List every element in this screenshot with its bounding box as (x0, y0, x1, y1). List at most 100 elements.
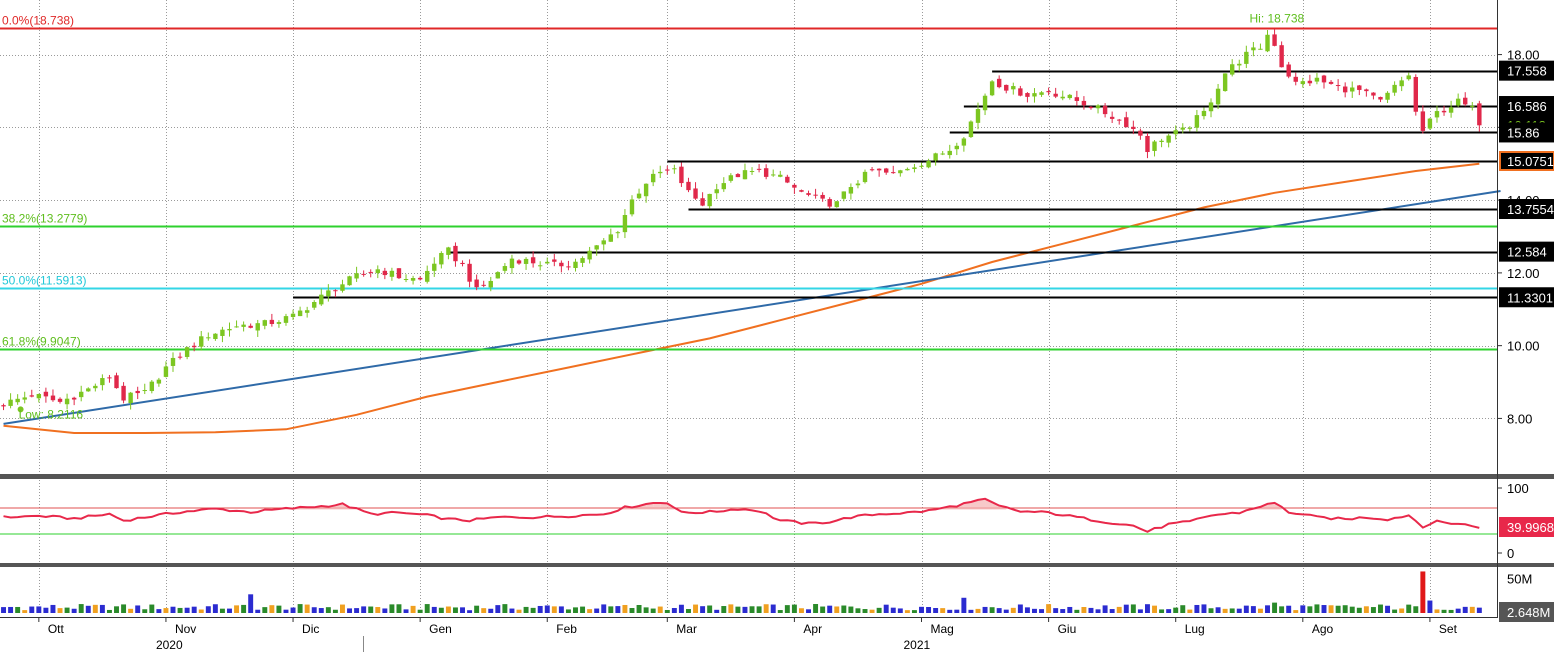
volume-bar (318, 608, 324, 613)
volume-bar (1010, 607, 1016, 613)
candle (559, 260, 564, 273)
volume-bar (573, 607, 578, 613)
candle (876, 168, 882, 177)
candle-body (1272, 34, 1277, 46)
volume-bar (1257, 608, 1263, 613)
volume-bar (1413, 606, 1419, 613)
volume-bar (205, 606, 211, 613)
candle-body (523, 258, 529, 264)
candle-body (947, 150, 952, 156)
candle-body (1004, 84, 1009, 91)
candle (806, 190, 811, 197)
volume-bar (968, 609, 974, 613)
volume-bar (735, 606, 741, 613)
candle-body (1279, 45, 1284, 68)
volume-bar (219, 608, 225, 613)
candle-body (622, 215, 628, 233)
volume-bar (1335, 605, 1341, 613)
candle (1321, 74, 1327, 89)
candle-body (707, 193, 712, 207)
volume-last-tag: 2.648M (1499, 602, 1554, 622)
candle-body (537, 265, 543, 267)
candle-body (912, 167, 917, 169)
candle (1152, 140, 1157, 157)
candle-body (658, 171, 663, 174)
rsi-last-tag-text: 39.9968 (1507, 520, 1554, 535)
candle (410, 275, 416, 285)
candle-body (883, 168, 889, 173)
candle (361, 270, 366, 277)
candle (1300, 77, 1306, 88)
candle-body (1018, 88, 1023, 96)
candle (792, 183, 797, 194)
volume-bar (806, 609, 811, 613)
volume-bar (961, 597, 967, 613)
volume-bar (897, 608, 903, 613)
volume-bar (85, 605, 91, 613)
candle (297, 306, 303, 317)
volume-bar (50, 604, 56, 613)
candle (1237, 59, 1242, 72)
candle (446, 246, 451, 260)
candle (629, 195, 635, 217)
candle-body (79, 391, 84, 398)
candle-body (1095, 105, 1101, 109)
candle (848, 183, 854, 200)
candle-body (643, 183, 649, 197)
candle (149, 380, 155, 394)
candle-body (36, 394, 42, 399)
candle (425, 265, 430, 284)
volume-bar (1448, 609, 1454, 613)
volume-bar (227, 608, 232, 613)
candle (142, 383, 147, 395)
candle (545, 257, 550, 264)
candle-body (841, 191, 847, 199)
volume-bar (262, 607, 268, 613)
candle (1046, 87, 1051, 96)
volume-bar (862, 609, 868, 613)
candle-body (375, 269, 380, 274)
candle (1, 403, 6, 411)
level-tag-box (1499, 96, 1554, 117)
candle-body (650, 173, 656, 183)
volume-bar (403, 609, 409, 613)
candle (552, 253, 557, 267)
volume-bar (1081, 606, 1087, 613)
candle-body (700, 198, 705, 206)
volume-bar (78, 604, 84, 613)
x-month-label: Nov (175, 622, 196, 636)
candle (968, 120, 974, 138)
volume-bar (940, 608, 946, 613)
candle (799, 189, 804, 193)
candle-body (304, 310, 310, 313)
candle-body (869, 169, 875, 171)
volume-bar (1236, 608, 1242, 613)
candle (1166, 133, 1171, 148)
candle-body (905, 168, 910, 171)
candle (1074, 90, 1080, 106)
candle (1314, 73, 1320, 85)
volume-bar (297, 604, 303, 613)
candle-body (771, 174, 776, 176)
candle (114, 372, 119, 389)
volume-bar (43, 607, 49, 613)
candle (304, 306, 310, 318)
candle (1124, 111, 1129, 128)
level-tag-box (1499, 199, 1554, 220)
candle (283, 313, 289, 326)
volume-bar (354, 608, 360, 613)
volume-bar (770, 604, 776, 613)
candle (403, 274, 409, 283)
candle (1215, 83, 1221, 110)
volume-bar (728, 604, 734, 613)
candle (375, 265, 380, 279)
volume-bar (834, 606, 840, 613)
volume-bar (1102, 605, 1108, 613)
candle (1357, 84, 1362, 96)
rsi-fill (653, 502, 661, 510)
candle (700, 192, 705, 207)
candle (523, 257, 529, 270)
candle-body (1060, 96, 1065, 99)
candle-body (636, 193, 642, 199)
